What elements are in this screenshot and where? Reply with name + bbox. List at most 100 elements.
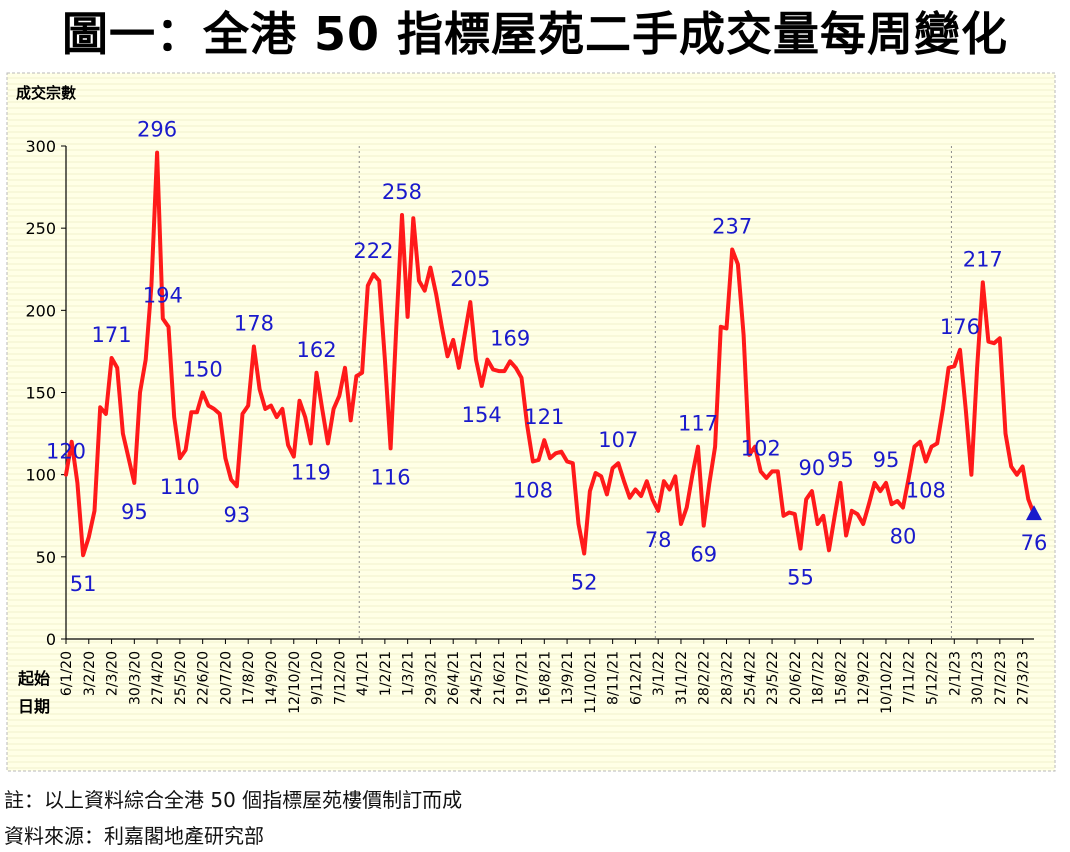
latest-point-marker (1026, 505, 1042, 521)
x-tick-label: 28/2/22 (697, 651, 713, 705)
x-tick-label: 21/6/21 (492, 651, 508, 705)
data-label: 102 (741, 436, 781, 460)
x-tick-label: 20/6/22 (788, 651, 804, 705)
data-label: 78 (645, 528, 672, 552)
x-tick-label: 17/8/20 (241, 651, 257, 705)
series-line-group (64, 150, 1042, 558)
data-label: 80 (890, 525, 917, 549)
x-tick-label: 20/7/20 (218, 651, 234, 705)
x-tick-label: 2/3/20 (105, 651, 121, 696)
y-axis-title: 成交宗數 (16, 84, 76, 102)
x-tick-label: 25/4/22 (742, 651, 758, 705)
x-tick-label: 4/1/21 (355, 651, 371, 696)
data-label: 95 (873, 448, 900, 472)
x-tick-label: 25/5/20 (173, 651, 189, 705)
x-tick-label: 22/6/20 (196, 651, 212, 705)
y-tick-label: 150 (25, 384, 56, 403)
x-tick-label: 15/8/22 (833, 651, 849, 705)
y-tick-label: 300 (25, 137, 56, 156)
x-tick-label: 27/4/20 (150, 651, 166, 705)
data-label: 108 (906, 479, 946, 503)
chart-background (6, 72, 1056, 772)
y-tick-label: 250 (25, 219, 56, 238)
x-tick-label: 14/9/20 (264, 651, 280, 705)
data-label: 110 (160, 475, 200, 499)
x-tick-label: 1/3/21 (401, 651, 417, 696)
x-axis: 6/1/20 3/2/20 2/3/20 30/3/20 27/4/20 25/5/20 2… (59, 638, 1034, 714)
x-tick-label: 6/1/20 (59, 651, 75, 696)
y-tick-label: 0 (46, 630, 56, 649)
data-label: 76 (1021, 531, 1048, 555)
x-axis-title-line1: 起始 (17, 669, 50, 688)
source-note: 資料來源：利嘉閣地產研究部 (4, 824, 264, 848)
data-label: 121 (524, 405, 564, 429)
x-tick-label: 7/12/20 (332, 651, 348, 705)
x-tick-label: 6/12/21 (628, 651, 644, 705)
y-axis: 0 50 100 150 200 250 300 (25, 137, 67, 649)
line-chart: 成交宗數 0 50 100 150 200 250 300 6/1/20 3/2/20 2/3/… (6, 72, 1056, 772)
y-tick-label: 50 (36, 548, 56, 567)
data-label: 194 (143, 284, 183, 308)
data-label: 107 (598, 428, 638, 452)
x-tick-label: 3/2/20 (82, 651, 98, 696)
data-label: 119 (291, 460, 331, 484)
data-labels: 120 51 171 95 296 194 110 150 93 178 119 162 222 116 2… (46, 118, 1047, 597)
data-label: 296 (137, 118, 177, 142)
x-tick-label: 16/8/21 (537, 651, 553, 705)
data-label: 55 (787, 566, 814, 590)
x-tick-label: 27/3/23 (1016, 651, 1032, 705)
x-tick-label: 31/1/22 (674, 651, 690, 705)
chart-title: 圖一：全港 50 指標屋苑二手成交量每周變化 (61, 7, 1009, 61)
data-label: 150 (183, 358, 223, 382)
data-label: 162 (296, 338, 336, 362)
year-separators (358, 146, 952, 639)
data-label: 90 (799, 456, 826, 480)
x-tick-label: 30/1/23 (970, 651, 986, 705)
data-label: 51 (70, 572, 97, 596)
x-tick-label: 12/9/22 (856, 651, 872, 705)
x-tick-label: 2/1/23 (947, 651, 963, 696)
x-tick-label: 8/11/21 (606, 651, 622, 705)
x-tick-label: 10/10/22 (879, 651, 895, 714)
x-tick-label: 9/11/20 (310, 651, 326, 705)
x-tick-label: 7/11/22 (902, 651, 918, 705)
x-tick-label: 1/2/21 (378, 651, 394, 696)
data-label: 217 (963, 247, 1003, 271)
data-label: 116 (371, 465, 411, 489)
x-tick-label: 13/9/21 (560, 651, 576, 705)
data-label: 169 (490, 326, 530, 350)
x-tick-label: 24/5/21 (469, 651, 485, 705)
footnote: 註：以上資料綜合全港 50 個指標屋苑樓價制訂而成 (4, 788, 463, 812)
data-label: 222 (353, 239, 393, 263)
data-label: 52 (571, 571, 598, 595)
x-tick-label: 19/7/21 (515, 651, 531, 705)
x-tick-label: 29/3/21 (423, 651, 439, 705)
y-tick-label: 200 (25, 301, 56, 320)
x-tick-label: 26/4/21 (446, 651, 462, 705)
data-label: 117 (678, 412, 718, 436)
series-line (64, 150, 1036, 558)
data-label: 171 (92, 323, 132, 347)
data-label: 258 (382, 180, 422, 204)
data-label: 95 (827, 448, 854, 472)
data-label: 176 (940, 315, 980, 339)
y-tick-label: 100 (25, 466, 56, 485)
data-label: 108 (513, 479, 553, 503)
data-label: 120 (46, 440, 86, 464)
data-label: 93 (223, 503, 250, 527)
data-label: 237 (712, 215, 752, 239)
x-axis-title-line2: 日期 (18, 697, 50, 716)
x-tick-label: 3/1/22 (651, 651, 667, 696)
data-label: 69 (690, 543, 717, 567)
data-label: 95 (121, 500, 148, 524)
x-tick-label: 27/2/23 (993, 651, 1009, 705)
x-tick-label: 5/12/22 (925, 651, 941, 705)
data-label: 178 (234, 311, 274, 335)
data-label: 205 (450, 267, 490, 291)
x-tick-label: 28/3/22 (720, 651, 736, 705)
x-tick-label: 12/10/20 (287, 651, 303, 714)
x-tick-label: 18/7/22 (811, 651, 827, 705)
chart-area: 成交宗數 0 50 100 150 200 250 300 6/1/20 3/2/20 2/3/… (6, 72, 1056, 772)
x-tick-label: 30/3/20 (127, 651, 143, 705)
x-tick-label: 11/10/21 (583, 651, 599, 714)
